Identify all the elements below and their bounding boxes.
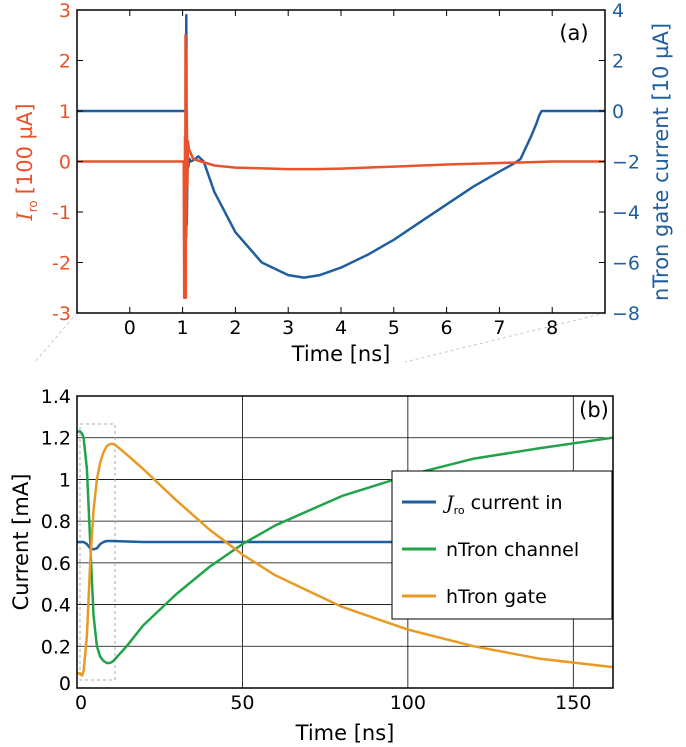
x-tick-label: 2 [229,317,241,339]
left-y-tick-label: -1 [52,202,71,224]
panel-b-y-ticks: 0 0.2 0.4 0.6 0.8 1 1.2 1.4 [41,386,71,695]
x-tick-label: 4 [335,317,347,339]
series-line-current-in [77,539,613,551]
right-y-tick-label: −8 [612,303,640,325]
panel-a-x-axis-label: Time [ns] [291,342,391,366]
zoom-region-box [79,423,116,681]
right-y-tick-label: −4 [612,202,640,224]
panel-a-left-y-ticks: 3 2 1 0 -1 -2 -3 [52,0,83,325]
right-y-tick-label: −6 [612,253,640,275]
right-y-tick-label: 2 [612,51,624,73]
left-y-tick-label: 0 [59,152,71,174]
y-tick-label: 0.8 [41,511,71,533]
legend-label: Jro current in [442,492,563,517]
legend-label: nTron channel [446,539,579,561]
series-line-htron-gate [77,442,614,677]
panel-a-label: (a) [559,21,588,45]
panel-b-x-ticks: 0 50 100 150 [75,692,591,714]
x-tick-label: 100 [390,692,426,714]
panel-a-right-y-axis-label: nTron gate current [10 µA] [649,23,673,301]
left-y-symbol: I [13,212,37,222]
panel-b-series [77,430,614,677]
left-y-tick-label: -3 [52,303,71,325]
x-tick-label: 6 [441,317,453,339]
panel-a-right-y-ticks: 4 2 0 −2 −4 −6 −8 [599,0,640,325]
left-y-tick-label: 1 [59,101,71,123]
panel-b-x-axis-label: Time [ns] [295,721,395,745]
panel-b: 0 50 100 150 0 0.2 0.4 0.6 0.8 1 1.2 1.4 (b) Time … [9,386,614,745]
series-line-left [77,34,605,300]
x-tick-label: 3 [282,317,294,339]
y-tick-label: 1 [59,469,71,491]
y-tick-label: 1.4 [41,386,71,408]
y-tick-label: 0 [59,673,71,695]
legend-box [391,470,613,620]
panel-a-x-ticks: 0 1 2 3 4 5 6 7 8 [124,10,558,339]
panel-b-y-axis-label: Current [mA] [9,474,33,611]
panel-b-label: (b) [579,398,609,422]
zoom-connector-right [404,312,606,363]
y-tick-label: 0.4 [41,595,71,617]
x-tick-label: 0 [124,317,136,339]
left-y-subscript: ro [26,200,40,212]
x-tick-label: 0 [75,692,87,714]
y-tick-label: 0.6 [41,553,71,575]
series-line-ntron-channel [77,430,614,665]
right-y-tick-label: −2 [612,152,640,174]
left-y-unit: [100 µA] [13,103,37,194]
right-y-tick-label: 4 [612,0,624,22]
x-tick-label: 50 [230,692,254,714]
y-tick-label: 1.2 [41,428,71,450]
legend-label: hTron gate [446,586,547,608]
panel-a-left-y-axis-label: Iro [100 µA] [13,103,40,221]
zoom-connector-left [34,312,78,363]
y-tick-label: 0.2 [41,636,71,658]
legend: Jro current in nTron channel hTron gate [391,470,613,620]
left-y-tick-label: 3 [59,0,71,22]
x-tick-label: 8 [546,317,558,339]
x-tick-label: 5 [388,317,400,339]
x-tick-label: 7 [493,317,505,339]
panel-b-frame [76,395,614,689]
right-y-tick-label: 0 [612,101,624,123]
left-y-tick-label: -2 [52,253,71,275]
x-tick-label: 150 [555,692,591,714]
panel-a: 0 1 2 3 4 5 6 7 8 3 2 1 0 -1 -2 -3 4 2 0 −2 −4 −6 −8 (a) Tim… [13,0,673,366]
left-y-tick-label: 2 [59,51,71,73]
x-tick-label: 1 [177,317,189,339]
series-line-right [77,13,605,279]
panel-a-series [77,13,605,300]
